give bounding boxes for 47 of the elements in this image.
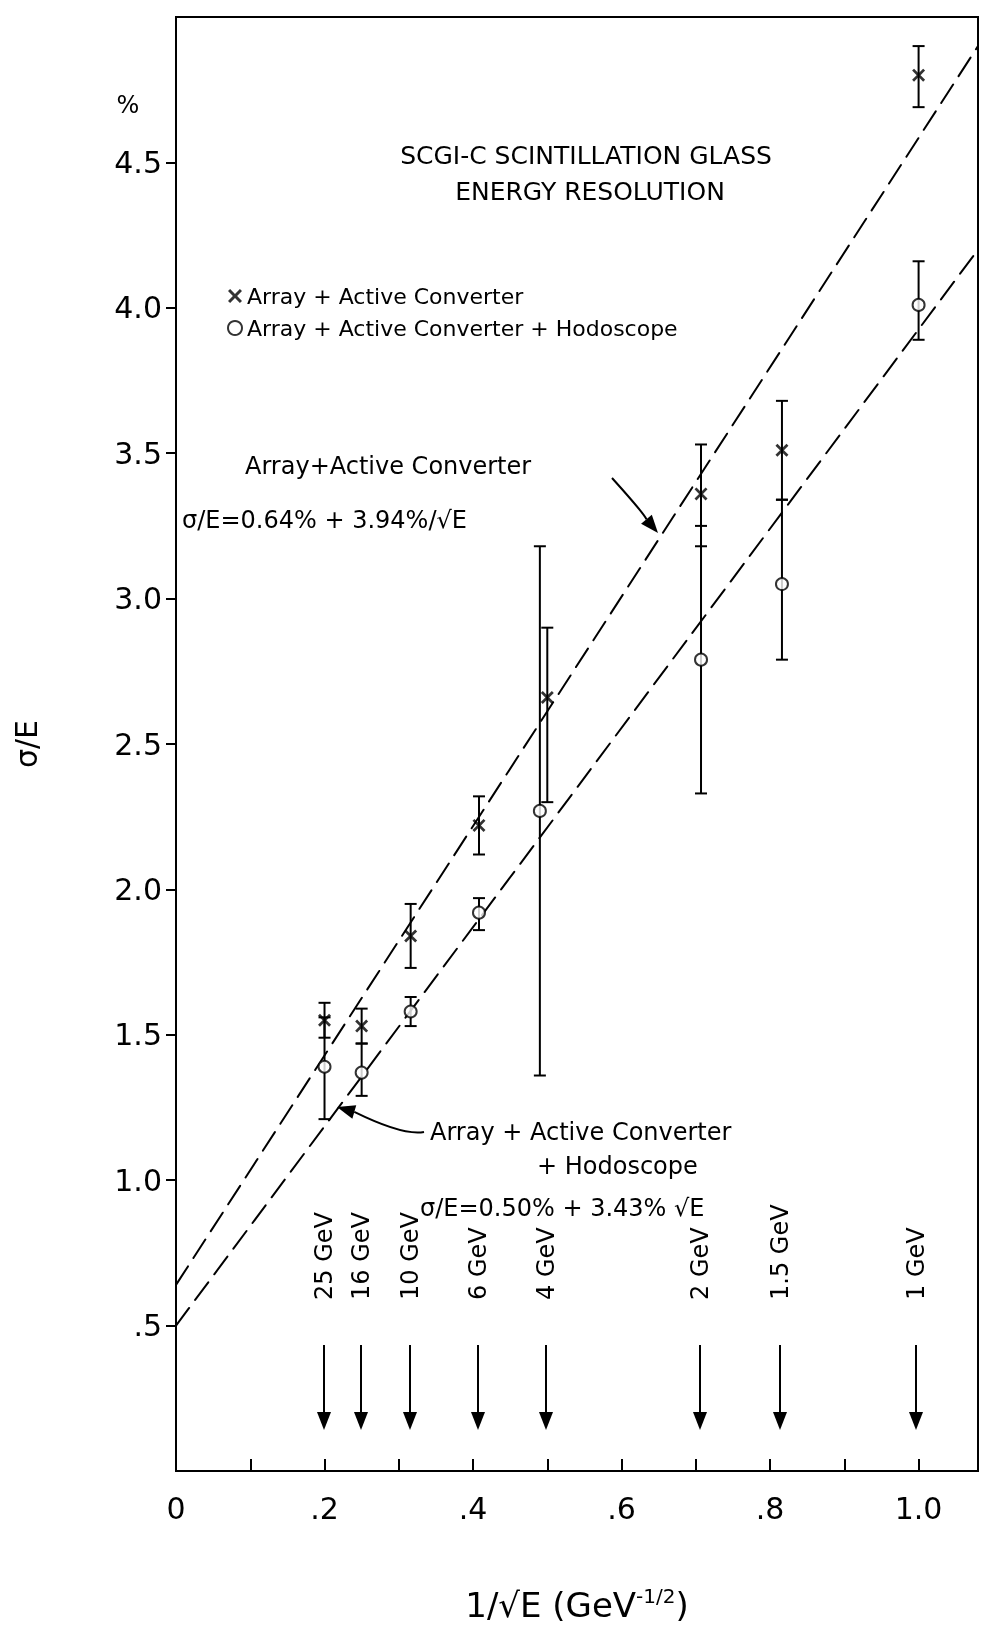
- point: [354, 1065, 369, 1080]
- x-tick-label: 1.0: [894, 1490, 943, 1526]
- x-tick-label: .4: [458, 1490, 488, 1526]
- point: [355, 1019, 369, 1033]
- x-tick-label: .8: [755, 1490, 785, 1526]
- point: [471, 905, 486, 920]
- legend-label: Array + Active Converter: [247, 283, 525, 309]
- annotation: 2 GeV: [686, 1226, 714, 1300]
- y-tick-label: 2.0: [114, 871, 162, 907]
- point: [911, 297, 926, 312]
- y-tick-label: 4.5: [114, 144, 162, 180]
- annotation: 25 GeV: [310, 1211, 338, 1300]
- annotation: Array + Active Converter: [430, 1118, 732, 1146]
- legend-label: Array + Active Converter + Hodoscope: [247, 315, 678, 341]
- point: [318, 1013, 332, 1027]
- point: [532, 803, 547, 818]
- y-tick-label: 3.0: [114, 581, 162, 617]
- annotation: 4 GeV: [532, 1226, 560, 1300]
- point: [540, 690, 554, 704]
- text: SCGI-C SCINTILLATION GLASS ENERGY RESOLUTION: [400, 140, 780, 206]
- y-tick-label: 1.5: [114, 1017, 162, 1053]
- x-tick-label: 0: [166, 1490, 186, 1526]
- x-tick-label: .2: [310, 1490, 339, 1526]
- text: %: [116, 91, 140, 119]
- y-tick-label: 2.5: [114, 726, 162, 762]
- point: [775, 443, 789, 457]
- annotation: 1.5 GeV: [766, 1203, 794, 1300]
- annotation: 16 GeV: [347, 1211, 375, 1300]
- y-tick-label: 1.0: [114, 1162, 162, 1198]
- annotation: + Hodoscope: [537, 1152, 698, 1180]
- point: [912, 68, 926, 82]
- point: [774, 577, 789, 592]
- annotation: Array+Active Converter: [245, 452, 532, 480]
- annotation: 6 GeV: [464, 1226, 492, 1300]
- y-tick-label: .5: [133, 1308, 162, 1344]
- y-tick-label: 3.5: [114, 435, 162, 471]
- point: [404, 929, 418, 943]
- annotation: 1 GeV: [902, 1226, 930, 1300]
- point: [472, 818, 486, 832]
- point: [694, 487, 708, 501]
- x-tick-label: .6: [607, 1490, 636, 1526]
- annotation: σ/E=0.64% + 3.94%/√E: [182, 506, 467, 534]
- y-tick-label: 4.0: [114, 290, 162, 326]
- point: [317, 1059, 332, 1074]
- point: [403, 1004, 418, 1019]
- point: [694, 652, 709, 667]
- y-axis-title: σ/E: [8, 719, 44, 769]
